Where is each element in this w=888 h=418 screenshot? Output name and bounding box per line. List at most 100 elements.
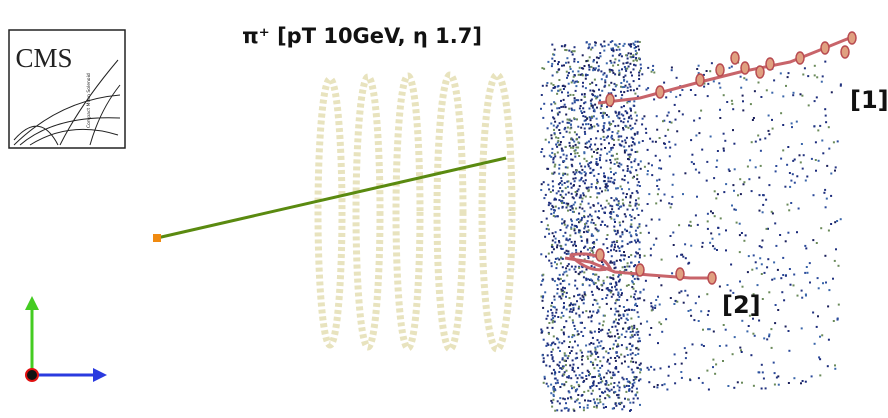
hit <box>606 105 608 108</box>
hit <box>792 284 795 287</box>
hit <box>620 90 622 93</box>
hit <box>563 398 566 401</box>
hit <box>575 146 578 149</box>
hit <box>632 104 635 107</box>
hit <box>577 99 580 102</box>
hit <box>584 74 587 77</box>
hit <box>565 226 568 229</box>
hit <box>569 364 572 367</box>
hit <box>626 101 629 104</box>
hit <box>665 96 668 99</box>
hit <box>579 196 582 199</box>
hit <box>548 259 551 262</box>
hit <box>630 117 633 120</box>
hit <box>625 62 628 64</box>
hit <box>623 405 625 408</box>
hit <box>558 364 560 367</box>
hit <box>596 130 599 133</box>
hit <box>627 120 629 123</box>
hit <box>564 44 567 47</box>
hit <box>610 81 613 84</box>
hit <box>545 382 548 385</box>
hit <box>742 100 744 103</box>
hit <box>574 89 577 92</box>
hit <box>585 310 588 313</box>
hit <box>711 212 714 215</box>
hit <box>637 45 640 48</box>
hit <box>581 363 584 366</box>
hit <box>623 91 626 94</box>
hit <box>660 323 663 326</box>
hit <box>635 387 638 390</box>
hit <box>564 364 567 367</box>
hit <box>573 227 576 230</box>
hit <box>663 142 666 145</box>
hit <box>553 128 555 131</box>
hit <box>562 172 565 175</box>
hit <box>542 278 545 281</box>
hit <box>690 224 692 227</box>
hit <box>608 68 611 71</box>
hit-blob <box>675 267 685 281</box>
hit <box>576 398 579 401</box>
hit <box>552 156 555 159</box>
hit <box>573 370 576 373</box>
hit <box>768 291 771 294</box>
hit <box>585 277 588 280</box>
hit <box>756 284 759 287</box>
hit <box>620 135 623 138</box>
hit <box>625 268 628 271</box>
hit <box>610 245 613 248</box>
hit <box>607 202 610 205</box>
hit <box>617 310 620 313</box>
hit <box>573 184 575 187</box>
hit <box>626 299 629 302</box>
hit <box>700 310 703 313</box>
hit <box>632 379 635 382</box>
hit <box>601 207 604 210</box>
hit <box>629 234 632 237</box>
hit <box>596 95 599 98</box>
hit <box>612 49 615 52</box>
hit <box>583 93 586 95</box>
hit <box>584 223 586 226</box>
hit <box>559 182 562 184</box>
hit <box>576 330 579 333</box>
hit-blob <box>820 41 830 55</box>
hit <box>633 47 636 50</box>
hit <box>567 191 570 194</box>
hit <box>627 126 630 129</box>
hit <box>548 322 551 324</box>
hit <box>618 274 620 277</box>
hit <box>610 388 613 391</box>
hit <box>630 52 632 55</box>
hit <box>658 137 661 139</box>
hit <box>624 397 626 400</box>
hit <box>580 178 582 181</box>
hit <box>779 72 782 75</box>
hit <box>653 71 656 74</box>
hit <box>629 331 632 333</box>
hit <box>584 133 587 135</box>
hit <box>658 167 661 170</box>
hit <box>747 255 750 258</box>
hit <box>567 252 570 255</box>
hit <box>562 273 565 276</box>
hit <box>689 379 692 382</box>
hit <box>792 159 795 162</box>
hit <box>671 272 674 275</box>
hit <box>599 376 602 379</box>
hit <box>558 111 561 114</box>
hit <box>629 62 632 65</box>
hit <box>760 246 763 249</box>
hit <box>787 330 790 332</box>
hit <box>625 378 628 380</box>
hit <box>650 70 653 73</box>
hit <box>605 238 608 240</box>
hit <box>615 84 618 87</box>
hit <box>636 226 639 229</box>
hit <box>617 298 620 301</box>
hit <box>579 203 582 206</box>
hit <box>605 297 608 299</box>
hit <box>692 162 695 165</box>
